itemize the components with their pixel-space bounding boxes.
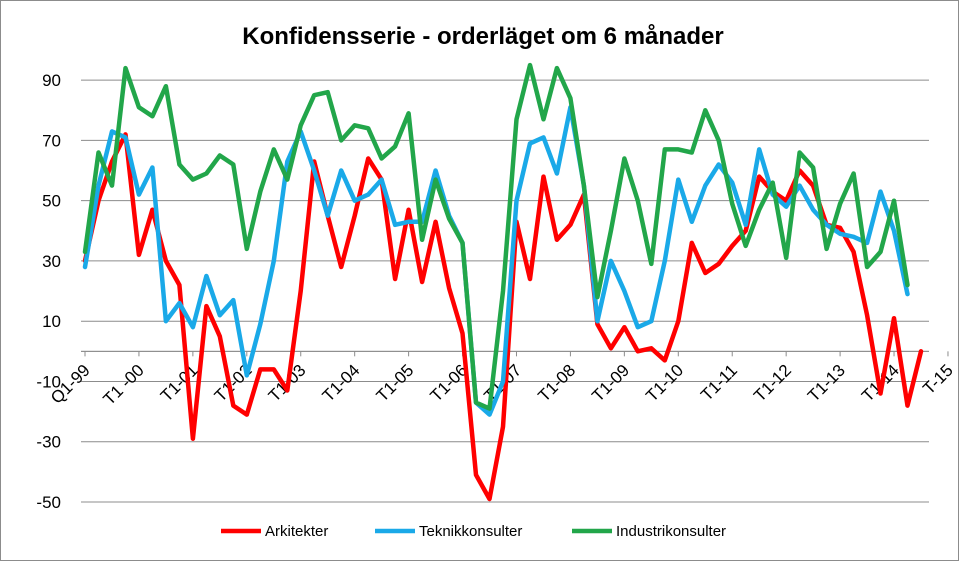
x-tick-label: T1-13 [804,361,849,406]
x-tick-label: T1-04 [319,361,364,406]
y-tick-label: -50 [36,493,61,512]
series-line-industrikonsulter [82,62,910,411]
y-tick-label: -30 [36,433,61,452]
x-tick-label: T1-12 [750,361,795,406]
y-tick-label: 70 [42,131,61,150]
x-tick-label: T1-08 [534,361,579,406]
x-tick-label: T-15 [919,361,956,398]
series-line-arkitekter [82,132,924,502]
x-tick-label: T1-10 [642,361,687,406]
x-tick-label: T1-05 [373,361,418,406]
series-lines [82,62,924,502]
x-tick-label: T1 -00 [100,361,148,409]
legend-label: Arkitekter [265,523,328,540]
y-tick-label: 30 [42,252,61,271]
y-axis-ticks: 90 70 50 30 10 -10 -30 -50 [36,71,61,512]
x-tick-label: T1-09 [588,361,633,406]
chart-title: Konfidensserie - orderläget om 6 månader [242,23,723,50]
legend-label: Industrikonsulter [616,523,726,540]
legend-label: Teknikkonsulter [419,523,522,540]
y-tick-label: -10 [36,372,61,391]
legend: Arkitekter Teknikkonsulter Industrikonsult… [221,523,726,540]
y-tick-label: 10 [42,312,61,331]
x-tick-label: T1-11 [697,361,741,405]
y-tick-label: 90 [42,71,61,90]
y-tick-label: 50 [42,192,61,211]
